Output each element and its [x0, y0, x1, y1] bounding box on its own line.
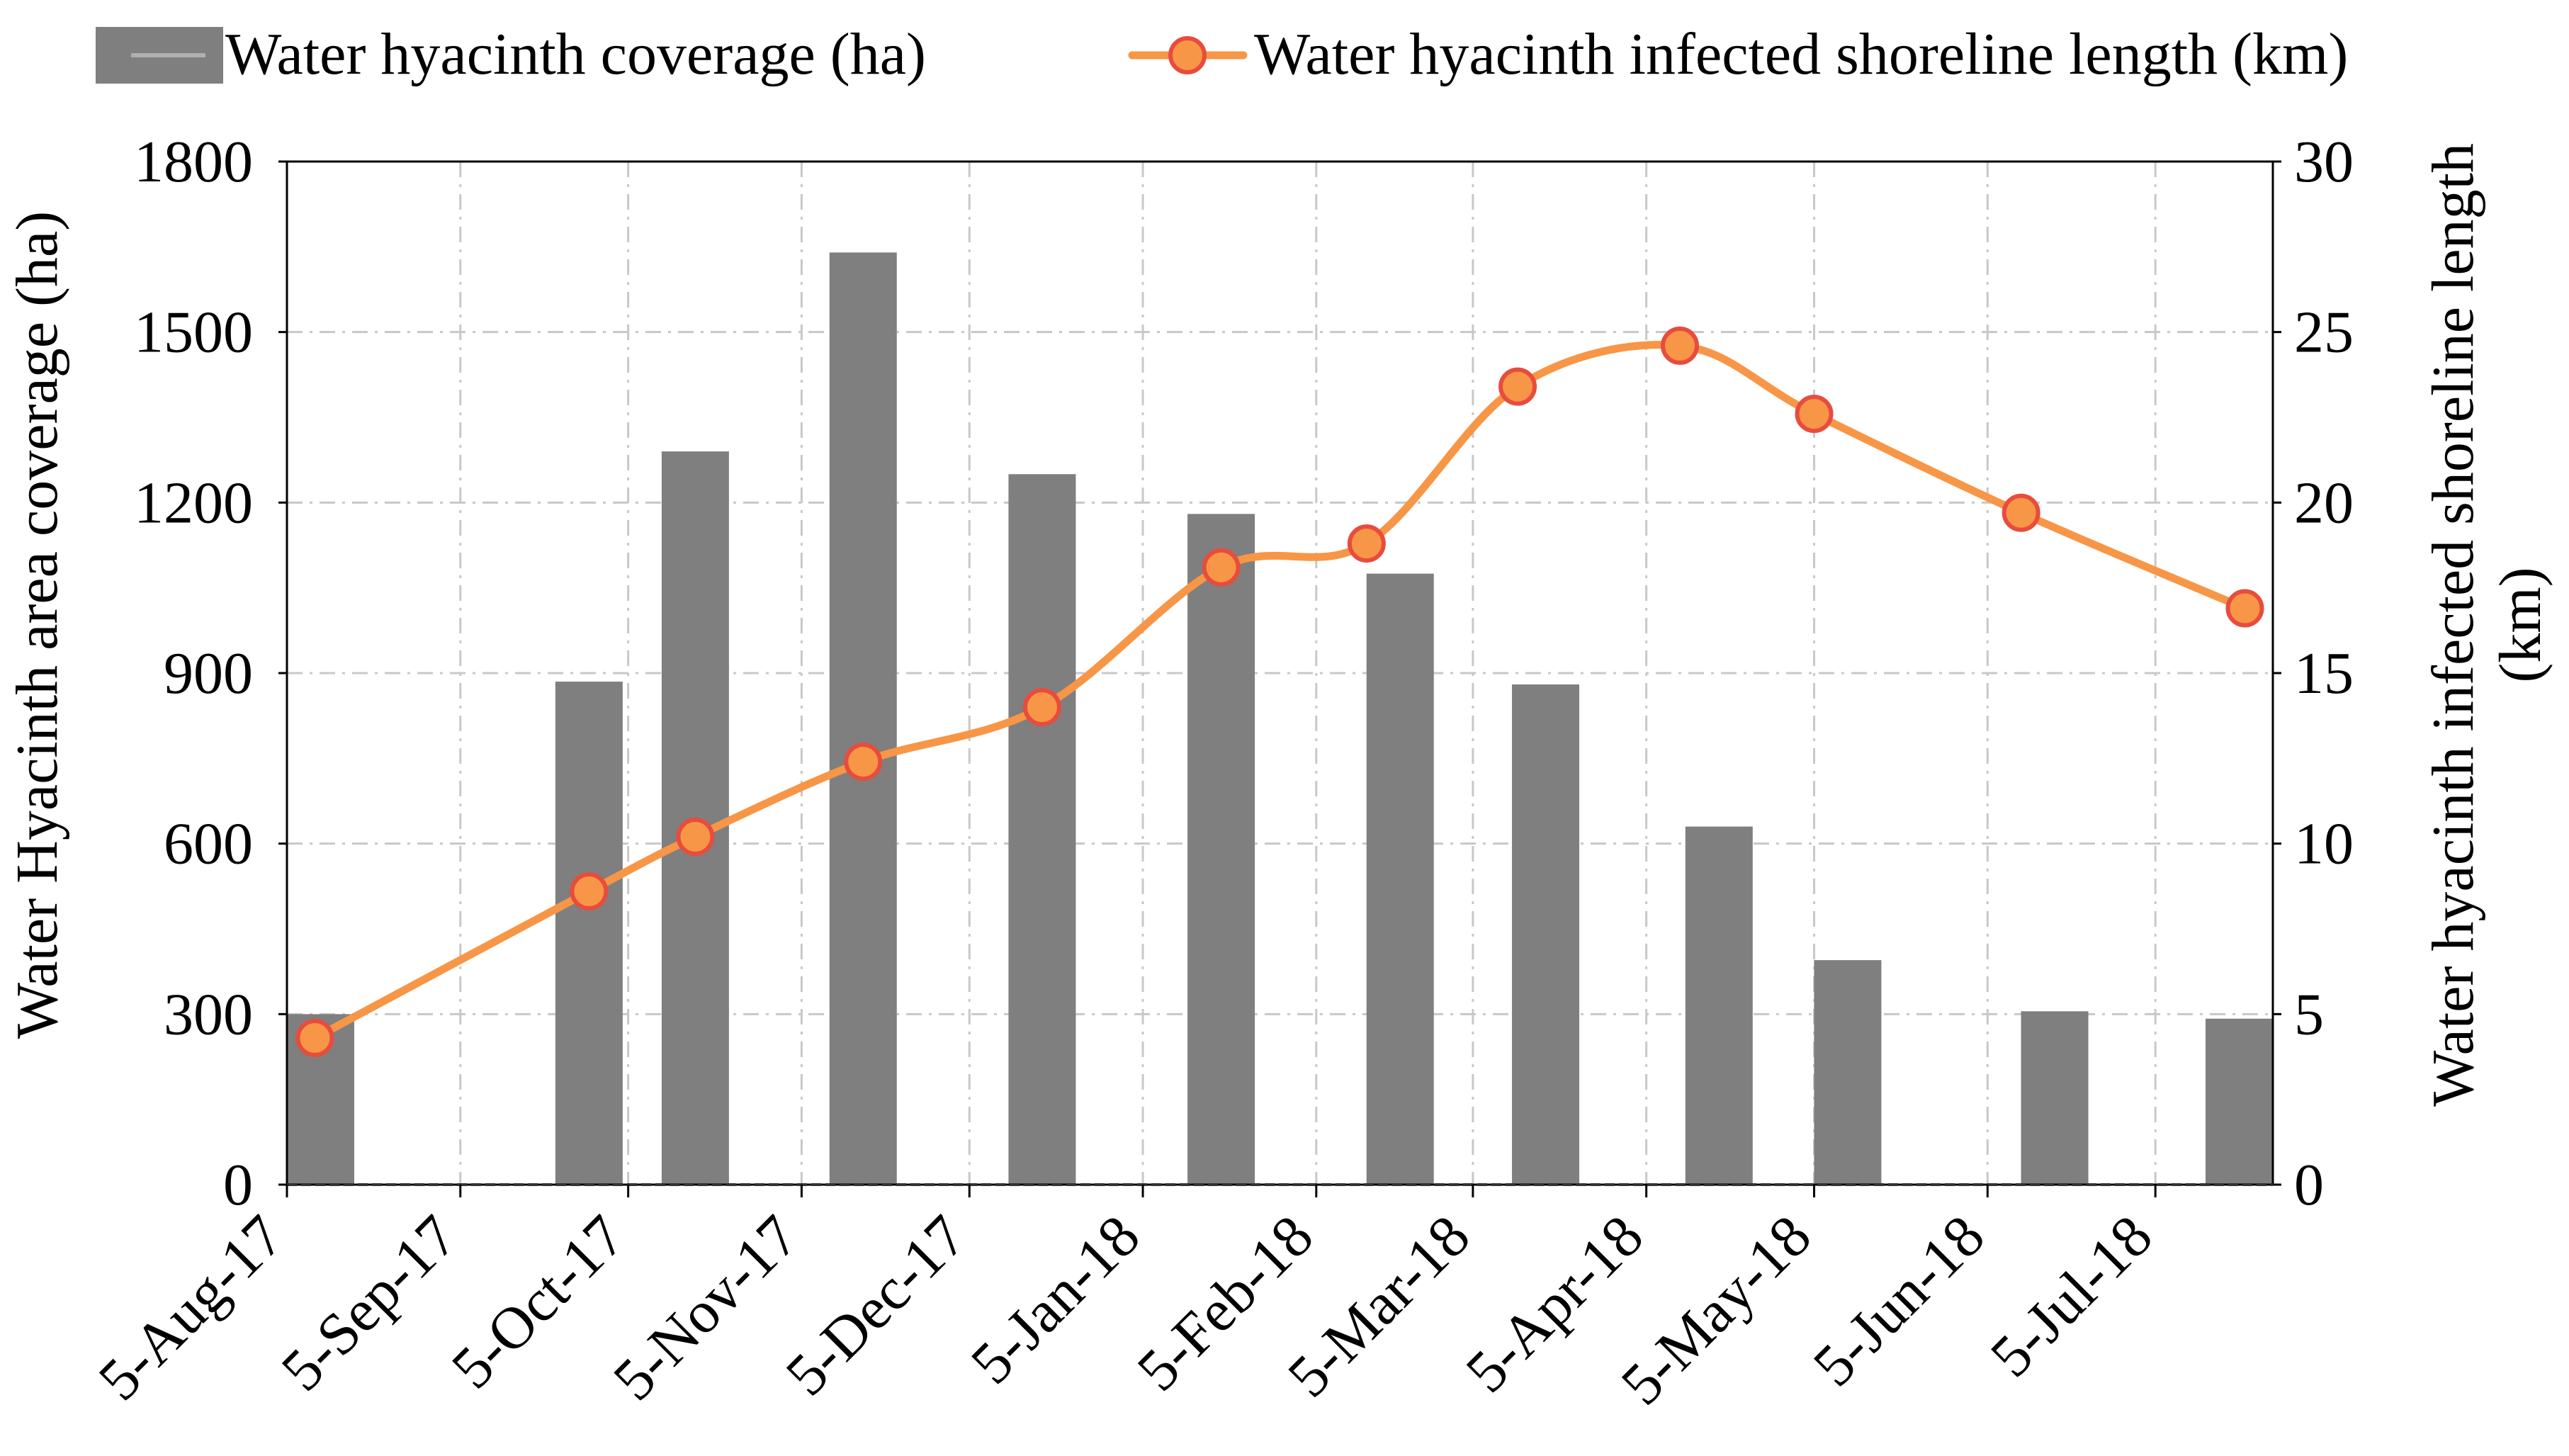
bar — [1512, 684, 1580, 1185]
legend: Water hyacinth coverage (ha) Water hyaci… — [96, 21, 2348, 87]
right-tick-label: 30 — [2294, 129, 2354, 195]
left-tick-label: 600 — [164, 811, 253, 877]
right-tick-label: 5 — [2294, 981, 2324, 1047]
right-tick-label: 25 — [2294, 300, 2354, 366]
bar — [1366, 573, 1434, 1185]
left-tick-label: 1200 — [134, 470, 253, 536]
left-tick-label: 0 — [223, 1152, 253, 1218]
legend-item-coverage: Water hyacinth coverage (ha) — [96, 21, 926, 87]
bar — [1685, 826, 1753, 1185]
shoreline-point — [1661, 326, 1700, 365]
shoreline-line — [310, 341, 2249, 1042]
bar — [1187, 514, 1255, 1185]
legend-marker — [1168, 36, 1207, 74]
shoreline-point — [2001, 493, 2040, 532]
shoreline-point — [1202, 548, 1241, 587]
bar — [1008, 474, 1076, 1185]
shoreline-point — [1022, 688, 1061, 727]
right-axis-title-line2: (km) — [2488, 567, 2553, 682]
bar — [829, 252, 897, 1185]
bar — [555, 682, 623, 1185]
bar-series — [287, 252, 2273, 1185]
left-tick-label: 900 — [164, 640, 253, 706]
left-axis-title: Water Hyacinth area coverage (ha) — [4, 211, 70, 1039]
left-tick-label: 300 — [164, 981, 253, 1047]
shoreline-point — [2225, 589, 2264, 628]
line-series — [295, 326, 2264, 1058]
left-tick-label: 1800 — [134, 129, 253, 195]
legend-label-shoreline: Water hyacinth infected shoreline length… — [1254, 21, 2348, 87]
right-tick-label: 20 — [2294, 470, 2354, 536]
right-tick-label: 15 — [2294, 640, 2354, 706]
legend-label-coverage: Water hyacinth coverage (ha) — [225, 21, 926, 87]
bar — [2021, 1011, 2089, 1185]
right-axis-title-line1: Water hyacinth infected shoreline length — [2420, 143, 2486, 1107]
axes — [278, 160, 2281, 1197]
bar — [1814, 960, 1882, 1185]
shoreline-point — [570, 872, 609, 911]
bar — [2206, 1018, 2273, 1185]
left-tick-label: 1500 — [134, 300, 253, 366]
shoreline-point — [1795, 395, 1834, 434]
shoreline-point — [295, 1019, 334, 1058]
shoreline-point — [676, 818, 715, 857]
right-tick-label: 0 — [2294, 1152, 2324, 1218]
shoreline-point — [844, 743, 883, 781]
legend-item-shoreline: Water hyacinth infected shoreline length… — [1128, 21, 2348, 87]
shoreline-point — [1498, 367, 1537, 406]
shoreline-point — [1347, 524, 1386, 563]
gridlines — [287, 160, 2273, 1185]
right-tick-label: 10 — [2294, 811, 2354, 877]
